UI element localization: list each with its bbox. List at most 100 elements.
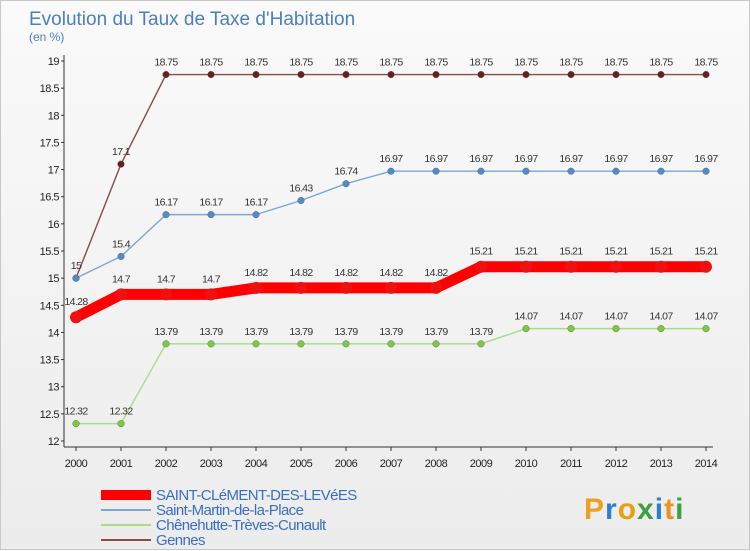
- series-0-point: [565, 260, 577, 273]
- series-3-point: [297, 71, 305, 79]
- data-label: 16.97: [424, 153, 448, 165]
- data-label: 14.82: [289, 267, 313, 279]
- x-tick-label: 2000: [65, 458, 88, 470]
- data-label: 14.07: [559, 311, 583, 323]
- series-1-point: [162, 211, 170, 219]
- data-label: 13.79: [379, 326, 403, 338]
- series-3-point: [387, 71, 395, 79]
- series-2-point: [657, 325, 665, 333]
- legend-label-2: Chênehutte-Trèves-Cunault: [156, 517, 327, 534]
- series-2-point: [387, 340, 395, 348]
- y-tick-label: 13.5: [40, 355, 60, 367]
- series-1-point: [612, 167, 620, 175]
- data-label: 12.32: [109, 406, 133, 418]
- series-1-point: [252, 211, 260, 219]
- data-label: 14.82: [424, 267, 448, 279]
- data-label: 18.75: [649, 57, 673, 69]
- data-label: 18.75: [604, 57, 628, 69]
- data-label: 14.28: [64, 296, 88, 308]
- legend-label-1: Saint-Martin-de-la-Place: [156, 502, 304, 519]
- series-0-point: [385, 281, 397, 294]
- logo-letter: i: [655, 493, 664, 526]
- x-tick-label: 2012: [605, 458, 628, 470]
- series-2-point: [252, 340, 260, 348]
- legend-label-0: SAINT-CLéMENT-DES-LEVéES: [156, 487, 357, 504]
- data-label: 18.75: [154, 57, 178, 69]
- series-1-point: [522, 167, 530, 175]
- series-3-point: [432, 71, 440, 79]
- data-label: 13.79: [154, 326, 178, 338]
- data-label: 16.97: [469, 153, 493, 165]
- data-label: 16.97: [694, 153, 718, 165]
- series-2-point: [477, 340, 485, 348]
- data-label: 18.75: [469, 57, 493, 69]
- data-label: 14.07: [514, 311, 538, 323]
- x-tick-label: 2003: [200, 458, 223, 470]
- x-tick-label: 2013: [650, 458, 673, 470]
- data-label: 16.97: [559, 153, 583, 165]
- series-2-point: [567, 325, 575, 333]
- series-2-point: [432, 340, 440, 348]
- series-3-point: [477, 71, 485, 79]
- series-0-point: [475, 260, 487, 273]
- series-0-point: [295, 281, 307, 294]
- data-label: 16.97: [649, 153, 673, 165]
- series-2-point: [702, 325, 710, 333]
- y-tick-label: 12: [48, 436, 60, 448]
- series-3-point: [567, 71, 575, 79]
- y-tick-label: 17.5: [40, 137, 60, 149]
- series-2-point: [162, 340, 170, 348]
- series-1-point: [117, 252, 125, 260]
- series-1-point: [297, 197, 305, 205]
- y-tick-label: 14: [48, 327, 60, 339]
- logo-letter: t: [664, 493, 675, 526]
- series-2-point: [117, 420, 125, 428]
- data-label: 17.1: [112, 146, 131, 158]
- data-label: 16.17: [244, 197, 268, 209]
- y-tick-label: 15.5: [40, 246, 60, 258]
- x-tick-label: 2008: [425, 458, 448, 470]
- data-label: 18.75: [199, 57, 223, 69]
- series-0-point: [115, 288, 127, 301]
- data-label: 14.7: [112, 273, 131, 285]
- series-0-point: [70, 311, 82, 324]
- data-label: 15.21: [649, 246, 673, 258]
- data-label: 13.79: [424, 326, 448, 338]
- data-label: 15.21: [514, 246, 538, 258]
- series-layer: [70, 71, 712, 428]
- x-tick-label: 2005: [290, 458, 313, 470]
- data-label: 18.75: [514, 57, 538, 69]
- data-label: 13.79: [199, 326, 223, 338]
- logo-letter: x: [637, 493, 655, 526]
- data-label: 15.21: [604, 246, 628, 258]
- x-tick-label: 2011: [560, 458, 582, 470]
- series-3-point: [522, 71, 530, 79]
- x-tick-label: 2007: [380, 458, 403, 470]
- data-label: 16.17: [199, 197, 223, 209]
- data-label: 12.32: [64, 406, 88, 418]
- data-label: 18.75: [694, 57, 718, 69]
- chart-subtitle: (en %): [29, 30, 64, 44]
- legend-label-3: Gennes: [156, 532, 205, 549]
- data-label: 13.79: [334, 326, 358, 338]
- axes: 12 12.5 13 13.5 14 14.5 15 15.5 16 16.5 17 17.5 18 18…: [40, 55, 718, 470]
- data-label: 15.21: [469, 246, 493, 258]
- data-labels: 14.28 14.7 14.7 14.7 14.82 14.82 14.82 14.82 14.…: [64, 57, 719, 418]
- data-label: 14.07: [649, 311, 673, 323]
- data-label: 14.7: [157, 273, 176, 285]
- series-2-point: [72, 420, 80, 428]
- data-label: 18.75: [379, 57, 403, 69]
- series-2-point: [207, 340, 215, 348]
- data-label: 14.82: [334, 267, 358, 279]
- series-2-point: [297, 340, 305, 348]
- y-tick-label: 13: [48, 382, 60, 394]
- series-3-point: [162, 71, 170, 79]
- data-label: 16.43: [289, 183, 313, 195]
- data-label: 18.75: [289, 57, 313, 69]
- series-3-point: [342, 71, 350, 79]
- series-0-point: [250, 281, 262, 294]
- data-label: 18.75: [334, 57, 358, 69]
- data-label: 16.97: [604, 153, 628, 165]
